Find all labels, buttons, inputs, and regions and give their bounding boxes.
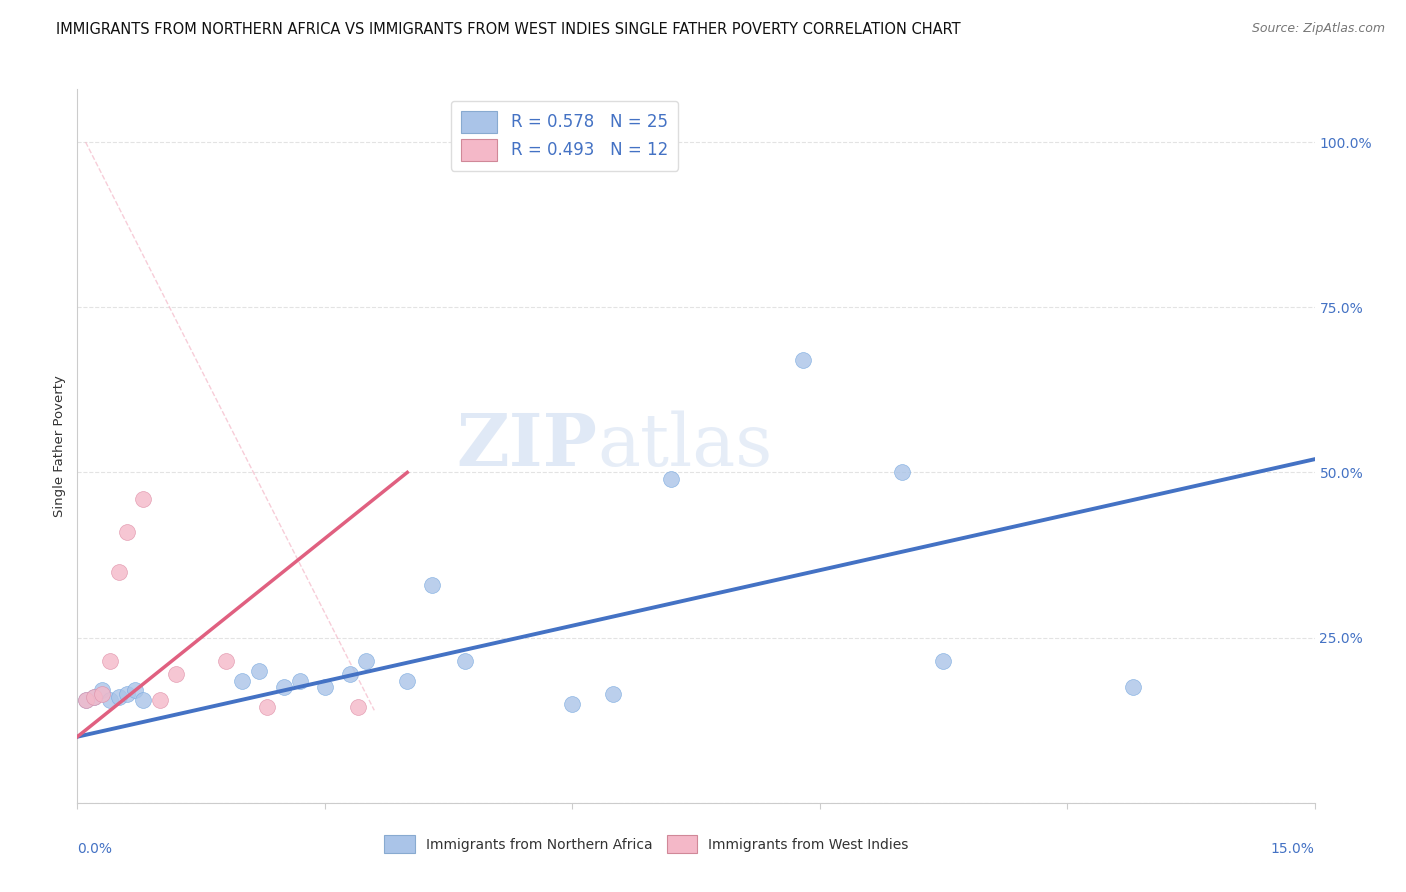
Point xyxy=(115,687,138,701)
Point xyxy=(75,693,97,707)
Point xyxy=(1122,680,1144,694)
Y-axis label: Single Father Poverty: Single Father Poverty xyxy=(53,375,66,517)
Point xyxy=(454,654,477,668)
Point xyxy=(602,687,624,701)
Point xyxy=(891,466,914,480)
Point xyxy=(659,472,682,486)
Point xyxy=(91,687,114,701)
Point xyxy=(165,667,187,681)
Point xyxy=(273,680,295,694)
Point xyxy=(314,680,336,694)
Point xyxy=(247,664,270,678)
Point xyxy=(124,683,146,698)
Text: IMMIGRANTS FROM NORTHERN AFRICA VS IMMIGRANTS FROM WEST INDIES SINGLE FATHER POV: IMMIGRANTS FROM NORTHERN AFRICA VS IMMIG… xyxy=(56,22,960,37)
Point xyxy=(339,667,361,681)
Point xyxy=(83,690,105,704)
Point xyxy=(107,690,129,704)
Point xyxy=(346,700,368,714)
Text: ZIP: ZIP xyxy=(456,410,598,482)
Point xyxy=(98,654,121,668)
Point xyxy=(420,578,443,592)
Point xyxy=(932,654,955,668)
Point xyxy=(288,673,311,688)
Text: 15.0%: 15.0% xyxy=(1271,842,1315,856)
Point xyxy=(83,690,105,704)
Point xyxy=(91,683,114,698)
Text: atlas: atlas xyxy=(598,410,772,482)
Point xyxy=(107,565,129,579)
Point xyxy=(115,524,138,539)
Point xyxy=(396,673,419,688)
Point xyxy=(215,654,238,668)
Point xyxy=(132,693,155,707)
Point xyxy=(354,654,377,668)
Point xyxy=(561,697,583,711)
Point xyxy=(231,673,253,688)
Text: 0.0%: 0.0% xyxy=(77,842,112,856)
Point xyxy=(98,693,121,707)
Legend: Immigrants from Northern Africa, Immigrants from West Indies: Immigrants from Northern Africa, Immigra… xyxy=(377,829,915,860)
Point xyxy=(256,700,278,714)
Point xyxy=(149,693,172,707)
Text: Source: ZipAtlas.com: Source: ZipAtlas.com xyxy=(1251,22,1385,36)
Point xyxy=(792,353,814,368)
Point xyxy=(75,693,97,707)
Point xyxy=(132,491,155,506)
